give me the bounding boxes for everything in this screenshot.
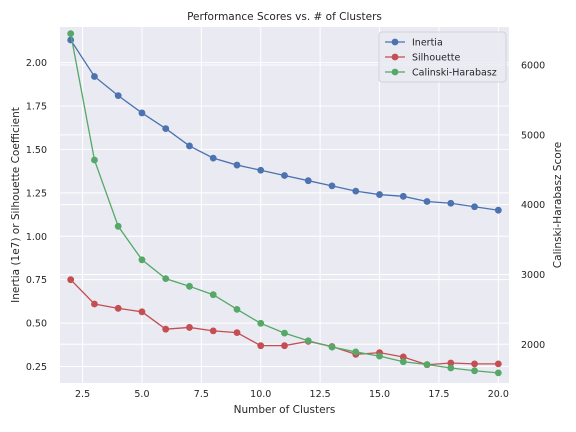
y-left-tick-label: 0.75 (26, 275, 47, 286)
data-point (91, 73, 98, 80)
data-point (233, 161, 241, 169)
legend-swatch-marker (391, 68, 399, 76)
y-left-tick-label: 0.50 (26, 319, 47, 330)
y-right-tick-label: 2000 (521, 340, 545, 351)
y-left-axis-ticks: 0.25 0.50 0.75 1.00 1.25 1.50 1.75 2.00 (26, 58, 47, 373)
data-point (186, 282, 193, 290)
data-point (494, 360, 502, 368)
data-point (376, 191, 383, 198)
data-point (281, 342, 288, 350)
y-right-tick-label: 5000 (521, 130, 545, 141)
x-tick-label: 15.0 (369, 389, 390, 400)
data-point (67, 36, 75, 44)
data-point (138, 308, 146, 316)
data-point (209, 327, 217, 335)
legend: Inertia Silhouette Calinski-Harabasz (378, 31, 507, 83)
data-point (447, 364, 455, 372)
data-point (399, 353, 407, 361)
data-point (186, 324, 193, 331)
grid-lines (60, 27, 509, 383)
data-point (162, 325, 170, 333)
legend-item: Silhouette (385, 53, 460, 64)
legend-item: Calinski-Harabasz (385, 68, 497, 79)
x-tick-label: 10.0 (250, 389, 271, 400)
y-right-axis-label: Calinski-Harabasz Score (552, 142, 564, 268)
data-point (328, 182, 336, 190)
y-left-axis-label: Inertia (1e7) or Silhouette Coefficient (10, 107, 22, 303)
x-tick-label: 20.0 (488, 389, 509, 400)
data-point (352, 187, 360, 195)
data-point (328, 343, 336, 351)
legend-box (378, 31, 507, 83)
data-point (423, 198, 431, 205)
x-tick-label: 7.5 (194, 389, 209, 400)
data-point (376, 352, 383, 360)
y-right-axis-ticks: 2000 3000 4000 5000 6000 (521, 61, 545, 351)
data-point (447, 359, 455, 367)
legend-item: Inertia (385, 38, 443, 49)
data-point (423, 361, 431, 368)
data-point (186, 142, 193, 150)
data-point (114, 92, 122, 99)
data-point (471, 203, 478, 211)
chart-title: Performance Scores vs. # of Clusters (187, 11, 382, 23)
series-inertia (67, 36, 502, 214)
data-point (67, 30, 75, 38)
legend-swatch-marker (391, 53, 399, 61)
data-point (399, 192, 407, 200)
x-axis-ticks: 2.5 5.0 7.5 10.0 12.5 15.0 17.5 20.0 (75, 389, 509, 400)
data-point (304, 337, 312, 345)
data-point (304, 177, 312, 185)
x-tick-label: 17.5 (428, 389, 449, 400)
data-point (162, 275, 170, 283)
data-point (233, 305, 241, 313)
data-point (471, 360, 478, 368)
series-layer (67, 30, 502, 377)
series-calinski-harabasz (67, 30, 502, 377)
data-point (494, 369, 502, 377)
data-point (67, 276, 75, 284)
data-point (138, 256, 146, 264)
x-axis-label: Number of Clusters (234, 404, 336, 416)
data-point (257, 319, 265, 327)
data-point (209, 154, 217, 162)
data-point (257, 342, 265, 350)
data-point (281, 172, 288, 179)
data-point (209, 291, 217, 299)
y-left-tick-label: 1.25 (26, 188, 47, 199)
data-point (162, 125, 170, 132)
y-left-tick-label: 1.50 (26, 145, 47, 156)
data-point (91, 156, 98, 164)
y-right-tick-label: 6000 (521, 61, 545, 72)
data-point (114, 222, 122, 230)
legend-swatch-marker (391, 38, 399, 46)
legend-label: Inertia (412, 38, 443, 49)
data-point (91, 300, 98, 308)
y-left-tick-label: 1.75 (26, 102, 47, 113)
y-right-tick-label: 3000 (521, 270, 545, 281)
data-point (281, 329, 288, 337)
data-point (114, 304, 122, 312)
data-point (233, 329, 241, 337)
y-left-tick-label: 1.00 (26, 232, 47, 243)
y-left-tick-label: 2.00 (26, 58, 47, 69)
data-point (352, 348, 360, 356)
x-tick-label: 2.5 (75, 389, 90, 400)
legend-label: Silhouette (412, 53, 460, 64)
data-point (447, 199, 455, 207)
data-point (494, 206, 502, 214)
x-tick-label: 12.5 (310, 389, 331, 400)
data-point (257, 166, 265, 174)
legend-label: Calinski-Harabasz (412, 68, 497, 79)
y-right-tick-label: 4000 (521, 200, 545, 211)
y-left-tick-label: 0.25 (26, 362, 47, 373)
data-point (471, 367, 478, 375)
data-point (138, 109, 146, 117)
data-point (399, 358, 407, 366)
x-tick-label: 5.0 (134, 389, 149, 400)
